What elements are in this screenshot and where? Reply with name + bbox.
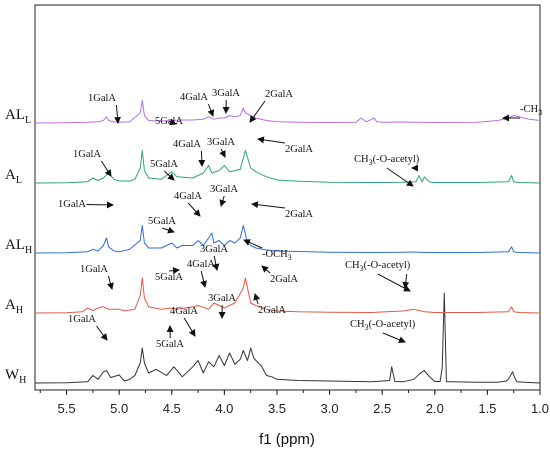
series-label-0: WH <box>5 367 26 386</box>
peak-annotation-24: 1GalA <box>88 93 116 104</box>
annotation-arrow-15 <box>219 195 227 207</box>
x-tick-label-9: 1.0 <box>531 401 549 416</box>
peak-annotation-29: -CH3 <box>520 104 542 117</box>
spectrum-line-2 <box>34 225 541 254</box>
spectrum-line-1 <box>34 277 541 314</box>
annotation-arrow-18 <box>100 160 112 177</box>
peak-annotation-28: 2GalA <box>265 89 293 100</box>
annotation-arrow-5 <box>382 332 406 343</box>
series-labels-group: WH AH ALH AL ALL <box>5 107 32 386</box>
plot-frame <box>34 4 541 391</box>
annotation-arrow-21 <box>219 148 226 158</box>
annotation-arrow-25 <box>169 118 177 126</box>
annotation-arrow-26 <box>207 103 215 117</box>
annotation-arrow-16 <box>251 201 286 209</box>
peak-annotation-21: 3GalA <box>207 137 235 148</box>
annotation-arrow-4 <box>253 293 261 305</box>
series-label-3: AL <box>5 167 22 186</box>
x-axis-title: f1 (ppm) <box>259 431 315 448</box>
annotations-group: 1GalA 5GalA 4GalA 3GalA 2GalA CH3(-O-acetyl) 1… <box>58 88 542 350</box>
peak-annotation-12: 1GalA <box>58 199 86 210</box>
x-tick-label-3: 4.0 <box>215 401 233 416</box>
peak-annotation-5: CH3(-O-acetyl) <box>350 319 416 332</box>
x-tick-label-5: 3.0 <box>321 401 339 416</box>
annotation-arrow-14 <box>187 202 201 217</box>
x-tick-label-7: 2.0 <box>426 401 444 416</box>
peak-annotation-4: 2GalA <box>258 305 286 316</box>
x-tick-label-2: 4.5 <box>163 401 181 416</box>
peak-annotation-16: 2GalA <box>285 209 313 220</box>
peak-annotation-19: 5GalA <box>150 159 178 170</box>
peak-annotation-15: 3GalA <box>210 184 238 195</box>
peak-annotation-22: 2GalA <box>285 144 313 155</box>
peak-annotation-8: 4GalA <box>187 259 215 270</box>
annotation-arrow-12 <box>86 201 114 209</box>
peak-annotation-1: 5GalA <box>156 339 184 350</box>
peak-annotation-9: 3GalA <box>200 244 228 255</box>
annotation-arrow-20 <box>198 150 206 167</box>
annotation-arrow-28 <box>249 100 266 123</box>
peak-annotation-20: 4GalA <box>173 139 201 150</box>
annotation-arrow-24 <box>113 104 121 124</box>
peak-annotation-14: 4GalA <box>174 191 202 202</box>
annotation-arrow-7 <box>169 267 180 275</box>
spectra-group <box>34 100 541 384</box>
annotation-arrow-2 <box>183 317 196 337</box>
spectrum-line-4 <box>34 100 541 124</box>
x-tick-label-4: 3.5 <box>268 401 286 416</box>
series-label-2: ALH <box>5 237 32 256</box>
x-tick-label-6: 2.5 <box>373 401 391 416</box>
annotation-arrow-extra-11 <box>402 273 410 289</box>
x-tick-label-1: 5.0 <box>110 401 128 416</box>
peak-annotation-13: 5GalA <box>148 216 176 227</box>
annotation-arrow-22 <box>257 136 286 144</box>
x-tick-label-0: 5.5 <box>58 401 76 416</box>
annotation-arrow-9 <box>212 255 220 271</box>
peak-annotation-2: 4GalA <box>170 306 198 317</box>
peak-annotation-11: CH3(-O-acetyl) <box>345 260 411 273</box>
peak-annotation-23: CH3(-O-acetyl) <box>354 154 420 167</box>
annotation-arrow-17 <box>243 239 263 249</box>
peak-annotation-10: 2GalA <box>270 274 298 285</box>
annotation-arrow-8 <box>200 270 208 288</box>
peak-annotation-26: 4GalA <box>180 92 208 103</box>
peak-annotation-0: 1GalA <box>68 314 96 325</box>
x-axis: 5.5 5.0 4.5 4.0 3.5 3.0 2.5 2.0 1.5 1.0 <box>39 390 549 416</box>
peak-annotation-3: 3GalA <box>208 293 236 304</box>
peak-annotation-27: 3GalA <box>212 88 240 99</box>
series-label-1: AH <box>5 297 23 316</box>
annotation-arrow-10 <box>261 265 271 274</box>
peak-annotation-18: 1GalA <box>73 149 101 160</box>
spectrum-line-0 <box>34 292 541 384</box>
annotation-arrow-19 <box>163 170 175 181</box>
annotation-arrow-6 <box>107 275 114 290</box>
series-label-4: ALL <box>5 107 31 126</box>
annotation-arrow-0 <box>96 325 108 341</box>
spectrum-line-3 <box>34 150 541 184</box>
annotation-arrow-23 <box>386 167 414 187</box>
x-tick-label-8: 1.5 <box>478 401 496 416</box>
annotation-arrow-13 <box>162 226 175 234</box>
peak-annotation-17: -OCH3 <box>262 249 292 262</box>
peak-annotation-6: 1GalA <box>80 264 108 275</box>
peak-annotation-7: 5GalA <box>155 272 183 283</box>
